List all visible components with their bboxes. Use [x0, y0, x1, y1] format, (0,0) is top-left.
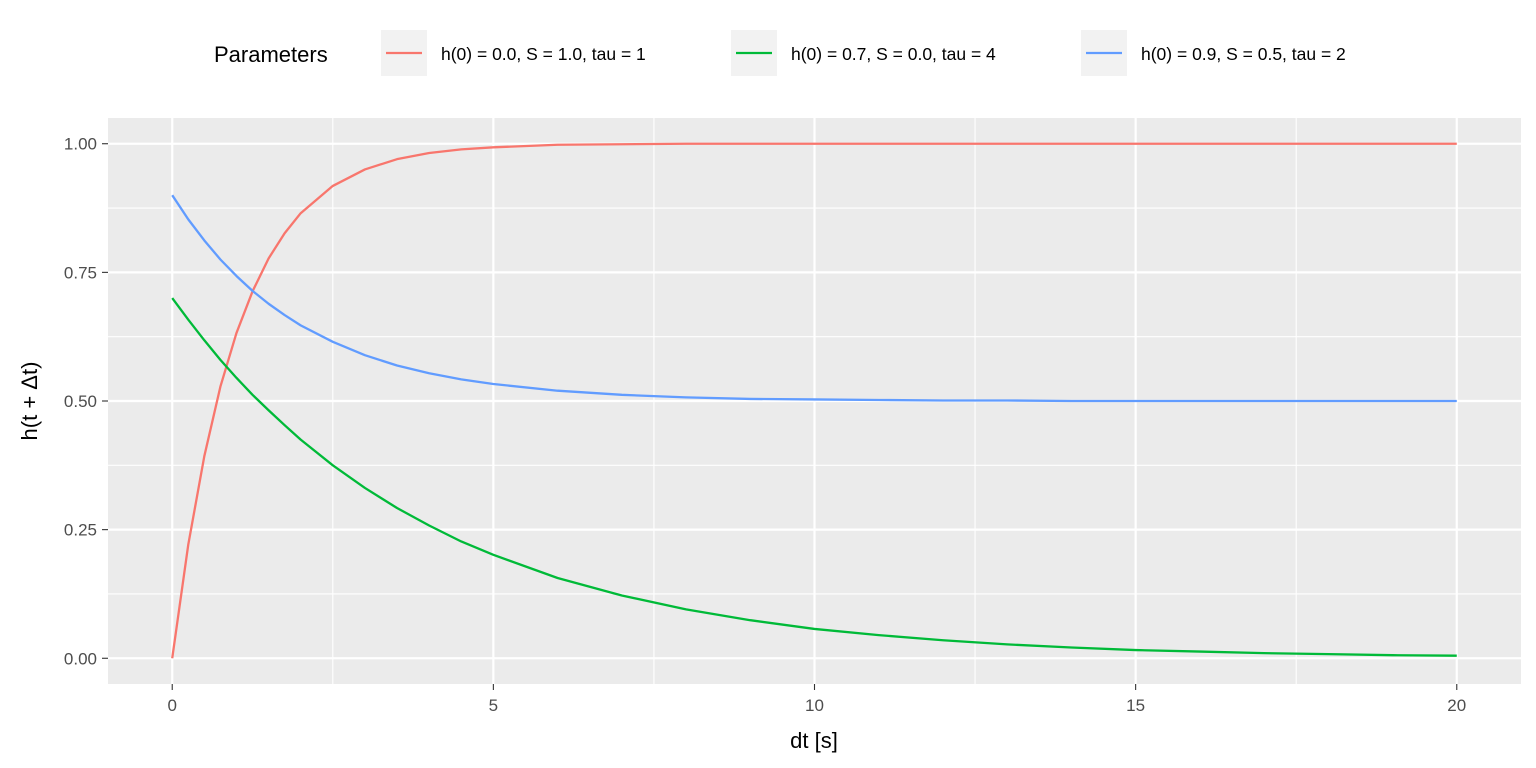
x-tick-label: 10 [805, 696, 824, 715]
x-axis-title: dt [s] [790, 728, 838, 753]
x-tick-label: 0 [167, 696, 176, 715]
y-tick-label: 1.00 [64, 135, 97, 154]
series-line-1 [171, 142, 1457, 659]
axes: 0 5 10 15 20 0.00 0.25 0.50 0.75 1.00 [64, 135, 1466, 715]
legend: Parameters h(0) = 0.0, S = 1.0, tau = 1 h… [214, 30, 1346, 76]
legend-label-2: h(0) = 0.7, S = 0.0, tau = 4 [791, 44, 996, 64]
series-lines [171, 142, 1457, 659]
x-tick-label: 15 [1126, 696, 1145, 715]
series-line-2 [171, 297, 1457, 657]
y-axis-title: h(t + Δt) [17, 362, 42, 441]
y-tick-label: 0.75 [64, 263, 97, 282]
legend-label-3: h(0) = 0.9, S = 0.5, tau = 2 [1141, 44, 1346, 64]
series-line-3 [171, 194, 1457, 403]
y-tick-label: 0.25 [64, 521, 97, 540]
y-tick-label: 0.50 [64, 392, 97, 411]
legend-label-1: h(0) = 0.0, S = 1.0, tau = 1 [441, 44, 646, 64]
legend-title: Parameters [214, 42, 328, 67]
x-tick-label: 20 [1447, 696, 1466, 715]
x-tick-label: 5 [489, 696, 498, 715]
y-tick-label: 0.00 [64, 649, 97, 668]
